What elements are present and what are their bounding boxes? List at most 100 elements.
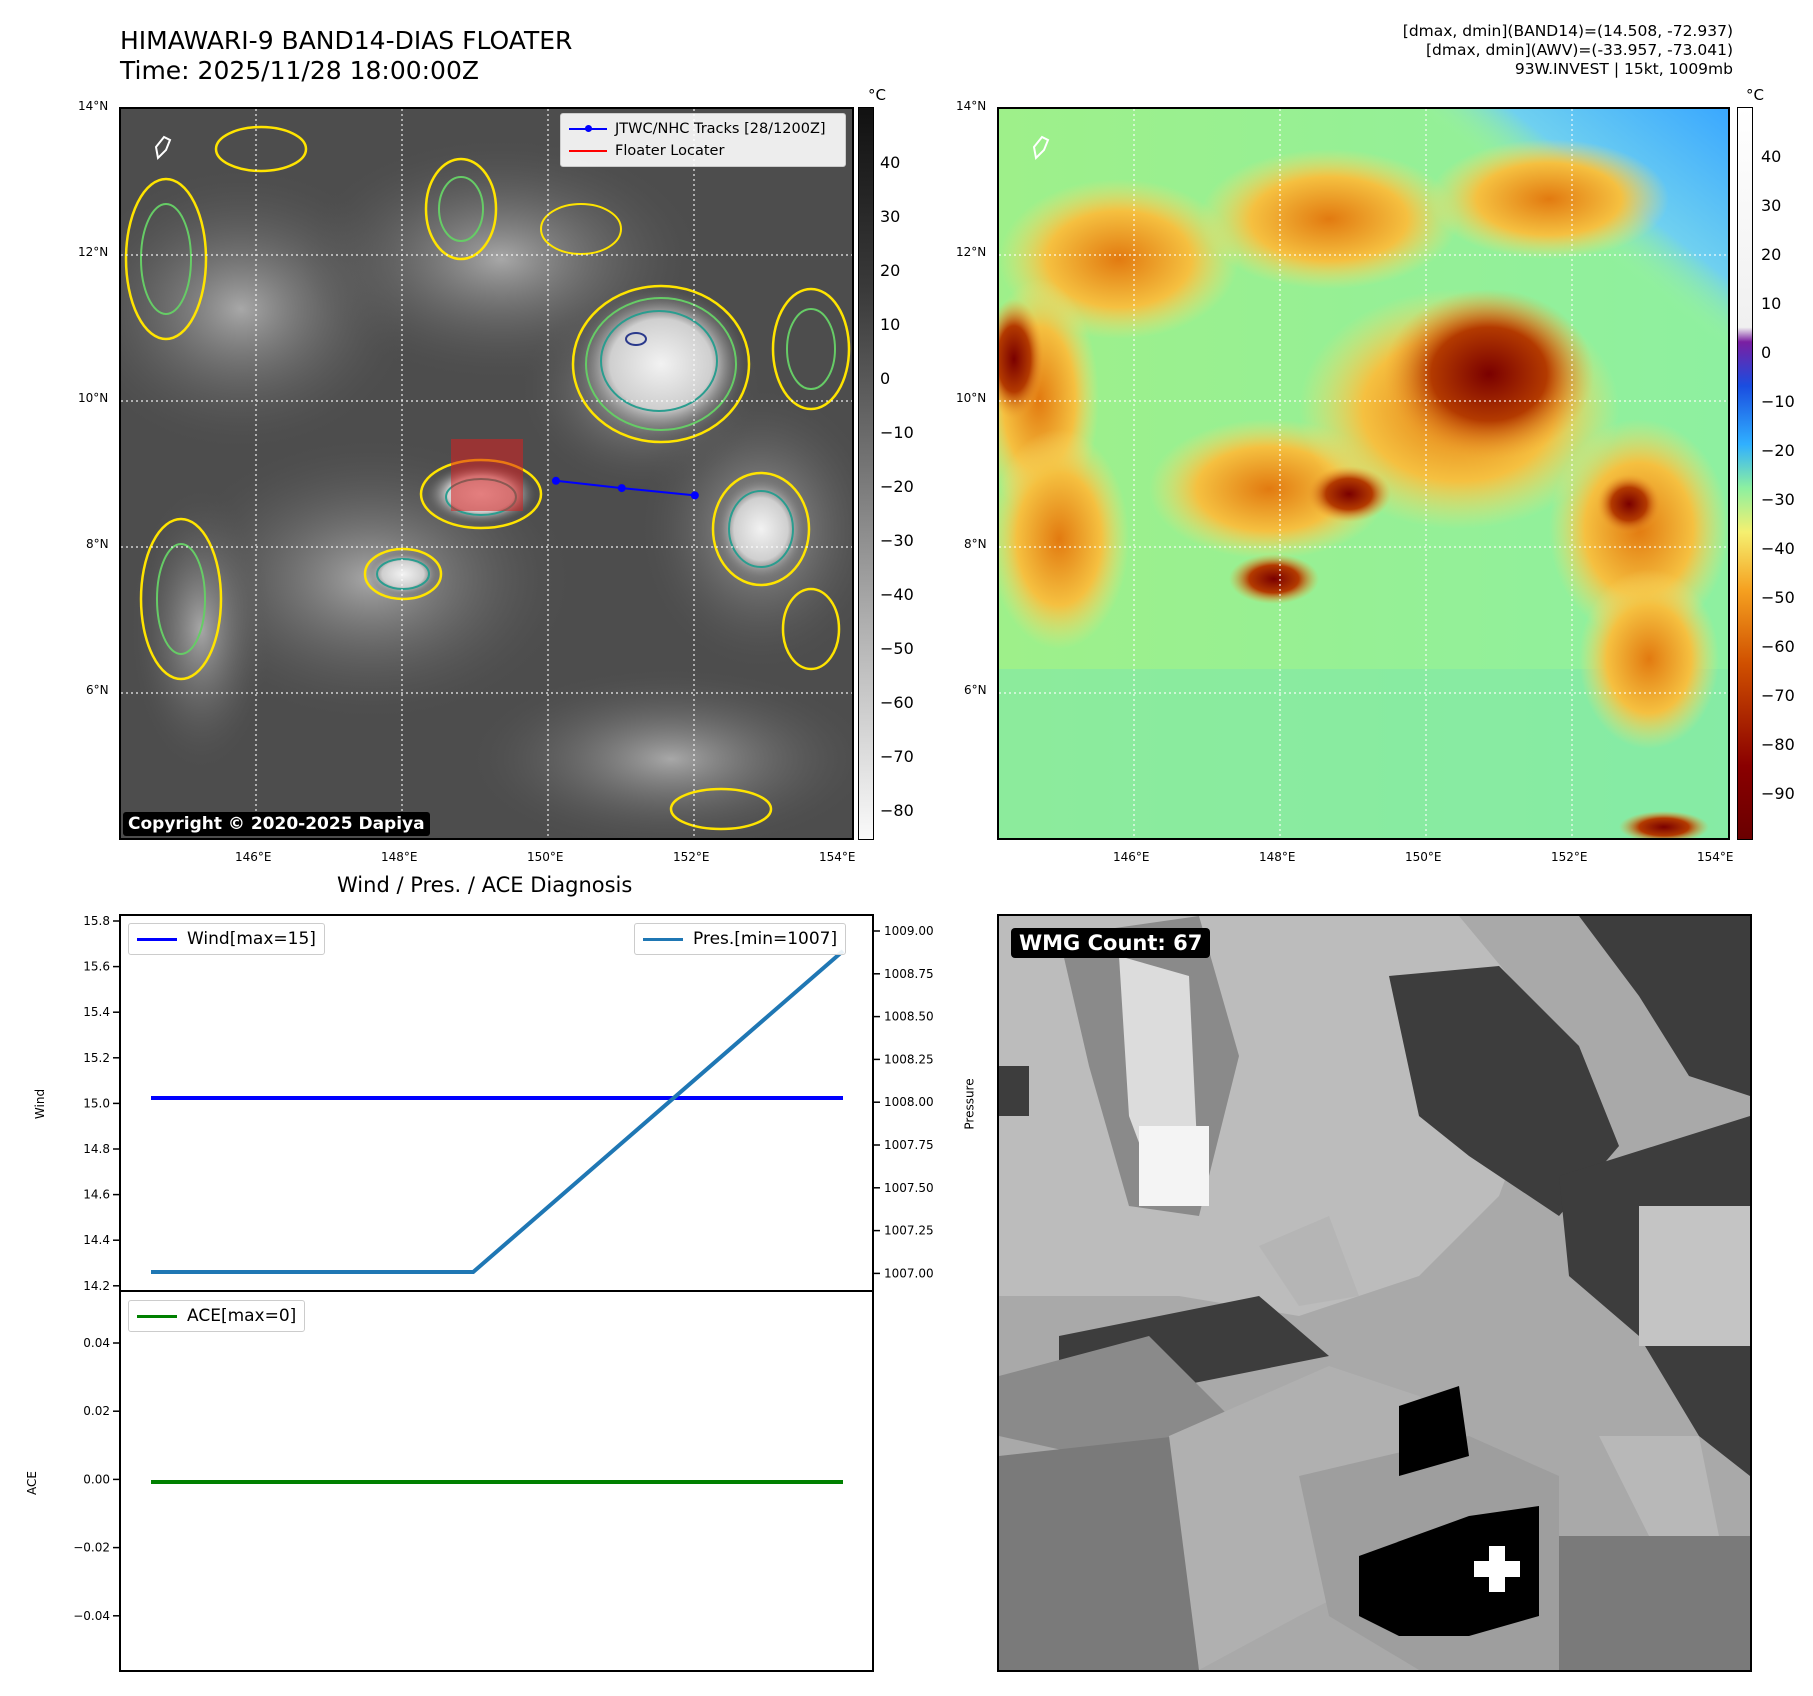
colorbar-tick-label: 40: [880, 153, 901, 172]
wind-legend-line: [137, 937, 177, 941]
pressure-tick-label: 1008.00: [884, 1095, 934, 1109]
colorbar-tick-label: 30: [880, 207, 901, 226]
colorbar-tick-label: 40: [1761, 147, 1782, 166]
awv-colorbar: [1737, 107, 1753, 840]
ir-map-panel: JTWC/NHC Tracks [28/1200Z] Floater Locat…: [119, 107, 854, 840]
colorbar-tick-label: −60: [1761, 637, 1795, 656]
meta-line-1: [dmax, dmin](BAND14)=(14.508, -72.937): [1402, 22, 1733, 40]
colorbar-tick-label: −40: [880, 585, 914, 604]
wind-tick-label: 14.8: [83, 1142, 110, 1156]
colorbar-tick-label: −40: [1761, 539, 1795, 558]
legend-floater-label: Floater Locater: [615, 143, 725, 159]
colorbar-tick-label: 20: [880, 261, 901, 280]
legend-track-line: [569, 125, 607, 132]
awv-lat-10: 10°N: [956, 391, 987, 405]
ir-map-image: [121, 109, 852, 838]
ir-lat-8: 8°N: [86, 537, 109, 551]
ir-lat-6: 6°N: [86, 683, 109, 697]
colorbar-tick-label: −50: [880, 639, 914, 658]
colorbar-tick-label: −50: [1761, 588, 1795, 607]
wmg-center-cross: [1474, 1546, 1520, 1592]
ir-lat-10: 10°N: [78, 391, 109, 405]
ace-legend-line: [137, 1314, 177, 1318]
wind-legend-label: Wind[max=15]: [187, 929, 316, 949]
awv-lat-8: 8°N: [964, 537, 987, 551]
pressure-tick-label: 1007.75: [884, 1138, 934, 1152]
wind-tick-label: 15.2: [83, 1051, 110, 1065]
ace-tick-label: −0.04: [73, 1609, 110, 1623]
wmg-count-label: WMG Count: 67: [1011, 928, 1211, 958]
colorbar-tick-label: 20: [1761, 245, 1782, 264]
ace-legend-label: ACE[max=0]: [187, 1306, 297, 1326]
awv-lon-148: 148°E: [1259, 850, 1296, 864]
pressure-legend: Pres.[min=1007]: [634, 923, 847, 955]
colorbar-tick-label: 30: [1761, 196, 1782, 215]
colorbar-tick-label: −80: [1761, 735, 1795, 754]
ace-tick-label: 0.04: [83, 1336, 110, 1350]
ir-lat-12: 12°N: [78, 245, 109, 259]
pressure-tick-label: 1008.50: [884, 1010, 934, 1024]
track-point: [690, 491, 699, 500]
pressure-series-line: [151, 949, 845, 1274]
awv-guam-outline: [1032, 135, 1050, 161]
ir-lon-150: 150°E: [527, 850, 564, 864]
meta-line-2: [dmax, dmin](AWV)=(-33.957, -73.041): [1426, 41, 1733, 59]
awv-map-image: [999, 109, 1728, 838]
floater-locater-box: [451, 439, 523, 511]
pressure-legend-line: [643, 937, 683, 941]
pressure-axis-label: Pressure: [962, 1078, 977, 1130]
diagnosis-frame: [119, 914, 874, 1672]
ace-tick-label: 0.02: [83, 1404, 110, 1418]
colorbar-tick-label: −30: [1761, 490, 1795, 509]
legend-track-entry: JTWC/NHC Tracks [28/1200Z]: [569, 118, 837, 140]
colorbar-tick-label: −70: [1761, 686, 1795, 705]
ir-colorbar: [858, 107, 874, 840]
wind-tick-label: 15.4: [83, 1005, 110, 1019]
pressure-tick-label: 1007.50: [884, 1181, 934, 1195]
ir-lon-146: 146°E: [235, 850, 272, 864]
colorbar-tick-label: 0: [1761, 343, 1772, 362]
wind-tick-label: 15.0: [83, 1096, 110, 1110]
ace-tick-label: −0.02: [73, 1541, 110, 1555]
awv-lon-146: 146°E: [1113, 850, 1150, 864]
colorbar-tick-label: −80: [880, 801, 914, 820]
colorbar-tick-label: −60: [880, 693, 914, 712]
awv-lon-152: 152°E: [1551, 850, 1588, 864]
diagnosis-divider: [119, 1290, 874, 1292]
legend-track-label: JTWC/NHC Tracks [28/1200Z]: [615, 121, 826, 137]
title-line-1: HIMAWARI-9 BAND14-DIAS FLOATER: [120, 26, 573, 55]
awv-gridlines: [999, 109, 1728, 838]
figure-title: HIMAWARI-9 BAND14-DIAS FLOATER Time: 202…: [120, 26, 572, 86]
ir-lon-152: 152°E: [673, 850, 710, 864]
ir-lon-148: 148°E: [381, 850, 418, 864]
pressure-tick-label: 1009.00: [884, 924, 934, 938]
ace-tick-label: 0.00: [83, 1472, 110, 1486]
wind-tick-label: 15.6: [83, 960, 110, 974]
pressure-tick-label: 1008.75: [884, 967, 934, 981]
copyright-label: Copyright © 2020-2025 Dapiya: [123, 812, 430, 836]
awv-colorbar-unit: °C: [1746, 86, 1764, 104]
wind-tick-label: 14.6: [83, 1188, 110, 1202]
ir-colorbar-unit: °C: [868, 86, 886, 104]
awv-lon-154: 154°E: [1697, 850, 1734, 864]
wind-legend: Wind[max=15]: [128, 923, 325, 955]
pressure-tick-label: 1007.00: [884, 1266, 934, 1280]
track-point: [551, 476, 560, 485]
figure-meta: [dmax, dmin](BAND14)=(14.508, -72.937) […: [1403, 22, 1733, 79]
pressure-tick-label: 1007.25: [884, 1224, 934, 1238]
track-point: [617, 484, 626, 493]
ir-legend: JTWC/NHC Tracks [28/1200Z] Floater Locat…: [560, 113, 846, 167]
awv-lat-12: 12°N: [956, 245, 987, 259]
colorbar-tick-label: −20: [880, 477, 914, 496]
wmg-image: [999, 916, 1750, 1670]
awv-lon-150: 150°E: [1405, 850, 1442, 864]
ir-gridlines: [121, 109, 852, 838]
diagnosis-title: Wind / Pres. / ACE Diagnosis: [337, 873, 633, 897]
colorbar-tick-label: −30: [880, 531, 914, 550]
wind-tick-label: 15.8: [83, 914, 110, 928]
ace-axis-label: ACE: [24, 1471, 39, 1495]
wind-axis-label: Wind: [33, 1088, 48, 1120]
pressure-tick-label: 1008.25: [884, 1052, 934, 1066]
wind-tick-label: 14.2: [83, 1279, 110, 1293]
